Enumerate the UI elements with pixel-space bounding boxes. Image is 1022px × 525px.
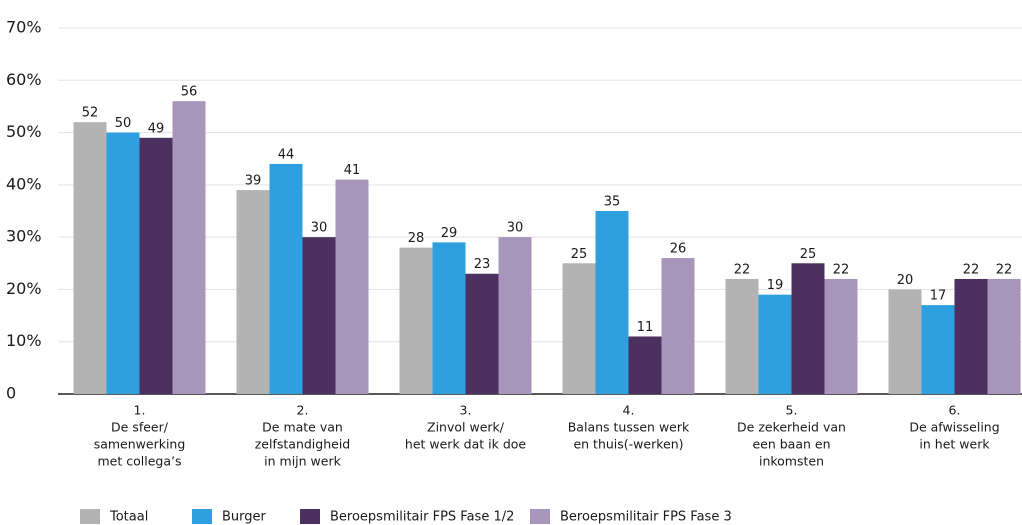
x-tick-label: samenwerking <box>94 437 186 452</box>
value-label: 11 <box>637 320 654 335</box>
x-tick-label: Balans tussen werk <box>568 420 690 435</box>
value-label: 30 <box>311 221 328 236</box>
value-label: 30 <box>507 221 524 236</box>
x-tick-label: een baan en <box>752 437 830 452</box>
bar <box>824 278 858 394</box>
value-label: 49 <box>148 121 165 136</box>
x-tick-label: zelfstandigheid <box>255 437 350 452</box>
bar <box>661 258 695 394</box>
value-label: 19 <box>767 278 784 293</box>
x-tick-label: 2. <box>297 403 309 418</box>
y-tick-label: 0 <box>6 384 16 403</box>
value-label: 22 <box>833 262 850 277</box>
bar <box>595 211 629 394</box>
x-tick-label: en thuis(-werken) <box>573 437 683 452</box>
legend-label: Beroepsmilitair FPS Fase 1/2 <box>330 510 514 525</box>
legend-swatch <box>192 509 212 524</box>
bar <box>269 163 303 394</box>
value-label: 50 <box>115 116 132 131</box>
value-label: 25 <box>571 247 588 262</box>
bar <box>335 179 369 394</box>
bar <box>758 294 792 394</box>
x-tick-label: De sfeer/ <box>111 420 169 435</box>
bar <box>791 263 825 394</box>
x-tick-label: met collega’s <box>98 454 182 469</box>
x-tick-label: De zekerheid van <box>737 420 846 435</box>
legend-label: Burger <box>222 510 267 525</box>
x-tick-label: in het werk <box>919 437 990 452</box>
value-label: 44 <box>278 147 295 162</box>
y-tick-label: 50% <box>6 122 42 141</box>
bar <box>725 278 759 394</box>
bar <box>106 132 140 395</box>
x-tick-label: inkomsten <box>759 454 824 469</box>
value-label: 23 <box>474 257 491 272</box>
legend-swatch <box>530 509 550 524</box>
x-tick-label: 6. <box>949 403 961 418</box>
x-tick-label: 4. <box>623 403 635 418</box>
value-label: 28 <box>408 231 425 246</box>
bar <box>888 289 922 394</box>
legend-label: Totaal <box>109 510 148 525</box>
x-tick-label: 1. <box>134 403 146 418</box>
bar <box>172 101 206 394</box>
value-label: 20 <box>897 273 914 288</box>
x-tick-label: in mijn werk <box>264 454 341 469</box>
y-tick-label: 60% <box>6 70 42 89</box>
value-label: 39 <box>245 174 262 189</box>
x-tick-label: Zinvol werk/ <box>427 420 505 435</box>
bar <box>921 305 955 394</box>
value-label: 26 <box>670 242 687 257</box>
bar <box>987 278 1021 394</box>
y-tick-label: 20% <box>6 279 42 298</box>
bar <box>302 237 336 394</box>
y-tick-label: 10% <box>6 331 42 350</box>
legend-swatch <box>300 509 320 524</box>
y-tick-label: 30% <box>6 227 42 246</box>
x-tick-label: De afwisseling <box>909 420 999 435</box>
bar <box>432 242 466 394</box>
bar <box>236 190 270 394</box>
bar <box>139 137 173 395</box>
value-label: 22 <box>996 262 1013 277</box>
bar <box>954 278 988 394</box>
bar <box>465 273 499 394</box>
x-tick-label: 3. <box>460 403 472 418</box>
value-label: 56 <box>181 85 198 100</box>
legend-swatch <box>80 509 100 524</box>
value-label: 22 <box>963 262 980 277</box>
value-label: 17 <box>930 289 947 304</box>
value-label: 22 <box>734 262 751 277</box>
value-label: 35 <box>604 195 621 210</box>
legend-label: Beroepsmilitair FPS Fase 3 <box>560 510 732 525</box>
value-label: 29 <box>441 226 458 241</box>
bar <box>562 263 596 394</box>
bar <box>399 247 433 394</box>
x-tick-label: De mate van <box>262 420 343 435</box>
y-tick-label: 70% <box>6 18 42 37</box>
x-tick-label: het werk dat ik doe <box>405 437 526 452</box>
value-label: 25 <box>800 247 817 262</box>
bar <box>498 237 532 394</box>
bar <box>628 336 662 394</box>
bar <box>73 122 107 394</box>
value-label: 52 <box>82 106 99 121</box>
y-tick-label: 40% <box>6 174 42 193</box>
x-tick-label: 5. <box>786 403 798 418</box>
value-label: 41 <box>344 163 361 178</box>
